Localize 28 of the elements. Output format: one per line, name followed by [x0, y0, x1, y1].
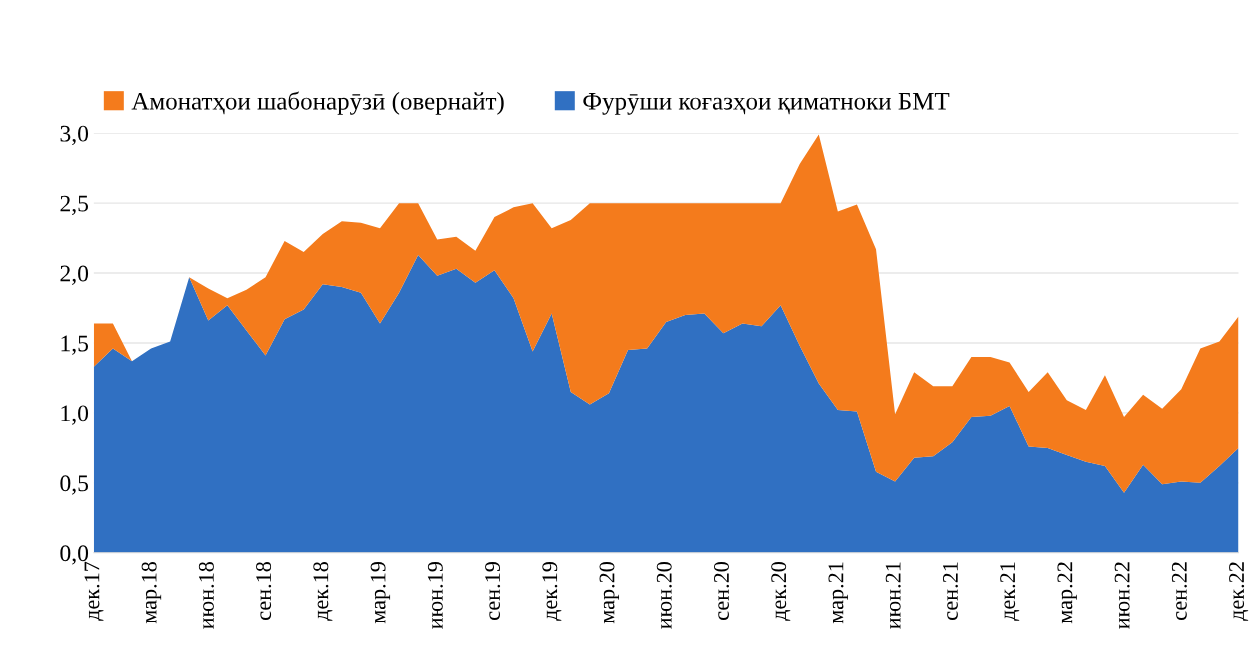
x-tick-label: сен.18 [256, 561, 272, 620]
y-tick-label: 2,0 [60, 265, 89, 285]
x-tick-label: дек.20 [771, 561, 791, 621]
legend-label: Амонатҳои шабонарӯзӣ (овернайт) [131, 91, 504, 115]
x-tick-label: сен.22 [1171, 562, 1187, 620]
x-tick-label: июн.19 [427, 562, 443, 629]
x-tick-label: мар.22 [1057, 562, 1077, 624]
x-tick-label: мар.20 [599, 561, 619, 624]
x-tick-label: дек.18 [313, 561, 333, 621]
y-tick-label: 1,0 [61, 405, 89, 425]
y-tick-label: 3,0 [60, 125, 89, 146]
x-tick-label: сен.19 [485, 562, 501, 620]
x-tick-label: июн.18 [198, 561, 214, 629]
legend-label: Фурӯши коғазҳои қиматноки БМТ [583, 93, 950, 115]
x-tick-label: дек.22 [1229, 562, 1249, 621]
x-tick-label: мар.19 [370, 562, 391, 624]
x-tick-label: июн.20 [656, 561, 672, 629]
y-tick-label: 2,5 [60, 195, 89, 215]
x-tick-label: мар.21 [828, 562, 848, 624]
x-tick-label: дек.21 [1000, 562, 1020, 621]
x-tick-label: сен.20 [713, 561, 730, 620]
x-tick-label: сен.21 [942, 562, 958, 620]
y-tick-label: 0,5 [60, 475, 89, 495]
x-tick-label: мар.18 [141, 561, 162, 624]
x-tick-label: июн.22 [1114, 562, 1130, 629]
x-tick-label: июн.21 [885, 562, 901, 629]
y-tick-label: 1,5 [61, 335, 89, 355]
x-tick-label: дек.19 [542, 562, 562, 621]
